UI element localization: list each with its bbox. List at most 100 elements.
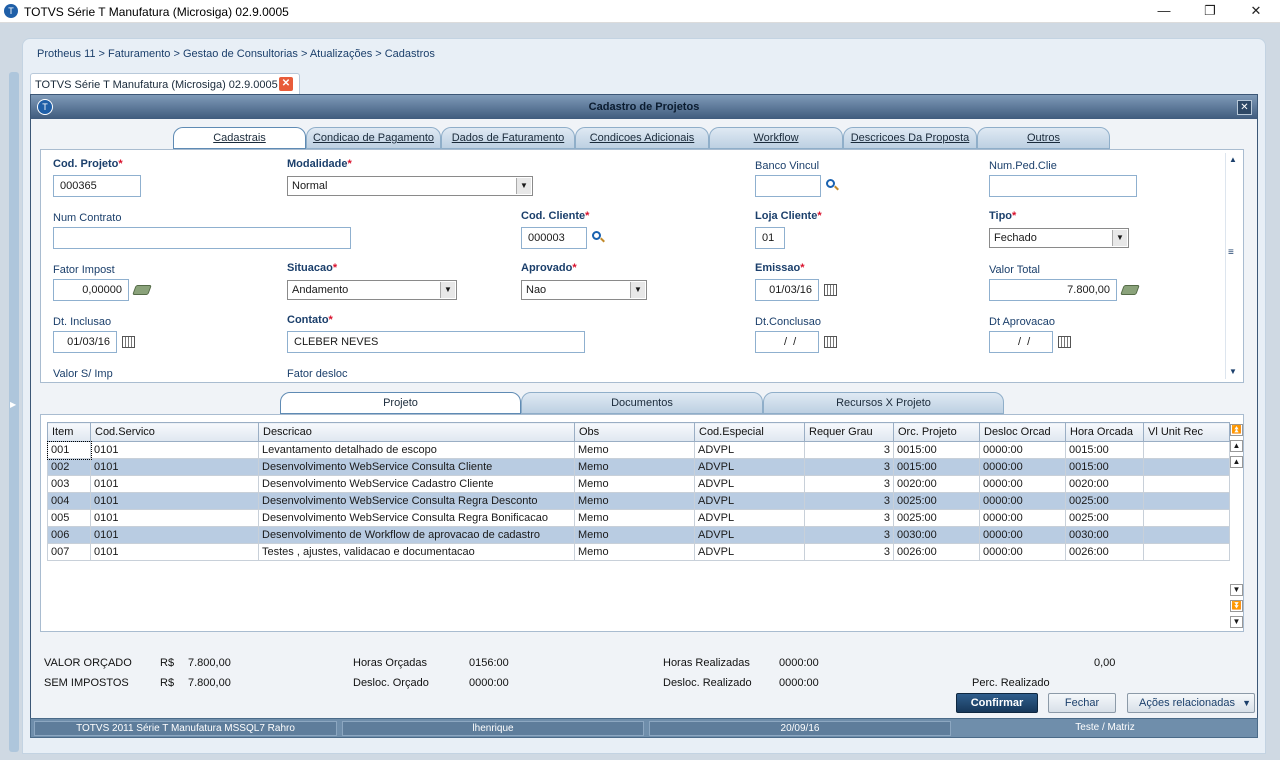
table-cell[interactable]: Desenvolvimento WebService Consulta Regr…	[258, 492, 575, 510]
table-row[interactable]: 006 0101 Desenvolvimento de Workflow de ap…	[47, 526, 1230, 544]
table-cell[interactable]: 0030:00	[1065, 526, 1144, 544]
table-cell[interactable]	[1143, 509, 1230, 527]
table-cell[interactable]: 007	[47, 543, 91, 561]
table-cell[interactable]: 0101	[90, 543, 259, 561]
table-row[interactable]: 007 0101 Testes , ajustes, validacao e doc…	[47, 543, 1230, 561]
table-cell[interactable]: 006	[47, 526, 91, 544]
tipo-select[interactable]: Fechado ▼	[989, 228, 1129, 248]
form-scrollbar[interactable]: ▲ ≡ ▼	[1225, 153, 1239, 379]
table-cell[interactable]: 0101	[90, 475, 259, 493]
table-cell[interactable]: 0026:00	[1065, 543, 1144, 561]
calendar-icon[interactable]	[122, 336, 135, 348]
table-cell[interactable]	[1143, 475, 1230, 493]
acoes-relacionadas-button[interactable]: Ações relacionadas ▼	[1127, 693, 1255, 713]
table-cell[interactable]: Memo	[574, 526, 695, 544]
tab-outros[interactable]: Outros	[977, 127, 1110, 149]
table-cell[interactable]: 0101	[90, 509, 259, 527]
table-cell[interactable]: 0015:00	[893, 441, 980, 459]
table-cell[interactable]: Memo	[574, 492, 695, 510]
tab-cadastrais[interactable]: Cadastrais	[173, 127, 306, 149]
scroll-top-icon[interactable]: ⏫	[1230, 424, 1243, 436]
table-cell[interactable]	[1143, 441, 1230, 459]
table-cell[interactable]: 005	[47, 509, 91, 527]
table-cell[interactable]: 0101	[90, 492, 259, 510]
table-cell[interactable]: 0101	[90, 526, 259, 544]
table-cell[interactable]: ADVPL	[694, 458, 805, 476]
table-cell[interactable]: 0000:00	[979, 492, 1066, 510]
scroll-down-icon[interactable]: ▼	[1230, 584, 1243, 596]
table-cell[interactable]: Memo	[574, 458, 695, 476]
table-cell[interactable]: Memo	[574, 543, 695, 561]
table-row[interactable]: 001 0101 Levantamento detalhado de escopo M…	[46, 440, 1230, 460]
table-cell[interactable]: ADVPL	[694, 475, 805, 493]
table-cell[interactable]: 3	[804, 441, 894, 459]
table-cell[interactable]: 0015:00	[1065, 458, 1144, 476]
table-cell[interactable]: 0101	[90, 441, 259, 459]
scroll-up-icon[interactable]: ▲	[1230, 456, 1243, 468]
tab-dados-faturamento[interactable]: Dados de Faturamento	[441, 127, 575, 149]
table-cell[interactable]	[1143, 492, 1230, 510]
table-cell[interactable]: Levantamento detalhado de escopo	[258, 441, 575, 459]
emissao-input[interactable]: 01/03/16	[755, 279, 819, 301]
fechar-button[interactable]: Fechar	[1048, 693, 1116, 713]
grid-column-header[interactable]: Vl Unit Rec	[1143, 422, 1230, 442]
table-cell[interactable]: 0025:00	[893, 509, 980, 527]
aprovado-select[interactable]: Nao ▼	[521, 280, 647, 300]
situacao-select[interactable]: Andamento ▼	[287, 280, 457, 300]
tab-condicao-pagamento[interactable]: Condicao de Pagamento	[306, 127, 441, 149]
table-cell[interactable]: 0015:00	[1065, 441, 1144, 459]
table-row[interactable]: 005 0101 Desenvolvimento WebService Consul…	[47, 509, 1230, 527]
valor-total-input[interactable]: 7.800,00	[989, 279, 1117, 301]
table-cell[interactable]: 003	[47, 475, 91, 493]
maximize-button[interactable]: ❐	[1204, 3, 1216, 18]
banco-vincul-input[interactable]	[755, 175, 821, 197]
grid-column-header[interactable]: Cod.Especial	[694, 422, 805, 442]
table-cell[interactable]: 3	[804, 492, 894, 510]
table-cell[interactable]: ADVPL	[694, 441, 805, 459]
table-cell[interactable]: 3	[804, 509, 894, 527]
table-cell[interactable]: ADVPL	[694, 543, 805, 561]
table-cell[interactable]: Desenvolvimento WebService Consulta Regr…	[258, 509, 575, 527]
table-cell[interactable]: 0000:00	[979, 509, 1066, 527]
table-row[interactable]: 003 0101 Desenvolvimento WebService Cadast…	[47, 475, 1230, 493]
table-cell[interactable]: 002	[47, 458, 91, 476]
minimize-button[interactable]: —	[1157, 3, 1171, 18]
modalidade-select[interactable]: Normal ▼	[287, 176, 533, 196]
table-cell[interactable]: 0026:00	[893, 543, 980, 561]
table-cell[interactable]: 0000:00	[979, 475, 1066, 493]
table-cell[interactable]: ADVPL	[694, 509, 805, 527]
table-row[interactable]: 004 0101 Desenvolvimento WebService Consul…	[47, 492, 1230, 510]
table-cell[interactable]: Memo	[574, 475, 695, 493]
table-cell[interactable]: 0020:00	[893, 475, 980, 493]
calendar-icon[interactable]	[824, 284, 837, 296]
tab-recursos-projeto[interactable]: Recursos X Projeto	[763, 392, 1004, 414]
table-cell[interactable]: 004	[47, 492, 91, 510]
table-cell[interactable]: 0101	[90, 458, 259, 476]
scroll-page-up-icon[interactable]: ▲	[1230, 440, 1243, 452]
table-cell[interactable]: 0015:00	[893, 458, 980, 476]
grid-column-header[interactable]: Descricao	[258, 422, 575, 442]
table-cell[interactable]	[1143, 458, 1230, 476]
table-cell[interactable]	[1143, 526, 1230, 544]
table-cell[interactable]: 0000:00	[979, 543, 1066, 561]
side-collapse-handle[interactable]: ▶	[9, 72, 19, 752]
grid-column-header[interactable]: Obs	[574, 422, 695, 442]
table-cell[interactable]: ADVPL	[694, 492, 805, 510]
table-cell[interactable]: 3	[804, 543, 894, 561]
document-tab[interactable]: TOTVS Série T Manufatura (Microsiga) 02.…	[30, 73, 300, 95]
close-window-button[interactable]: ✕	[1250, 3, 1262, 18]
table-cell[interactable]: 3	[804, 458, 894, 476]
tab-descricoes-proposta[interactable]: Descricoes Da Proposta	[843, 127, 977, 149]
scroll-bottom-icon[interactable]: ▼	[1230, 616, 1243, 628]
table-cell[interactable]: 0020:00	[1065, 475, 1144, 493]
table-cell[interactable]: Desenvolvimento WebService Consulta Clie…	[258, 458, 575, 476]
tab-projeto[interactable]: Projeto	[280, 392, 521, 414]
dt-inclusao-input[interactable]: 01/03/16	[53, 331, 117, 353]
num-ped-clie-input[interactable]	[989, 175, 1137, 197]
tab-workflow[interactable]: Workflow	[709, 127, 843, 149]
num-contrato-input[interactable]	[53, 227, 351, 249]
confirmar-button[interactable]: Confirmar	[956, 693, 1038, 713]
table-cell[interactable]: 3	[804, 526, 894, 544]
dt-conclusao-input[interactable]: / /	[755, 331, 819, 353]
table-cell[interactable]: 0025:00	[1065, 509, 1144, 527]
